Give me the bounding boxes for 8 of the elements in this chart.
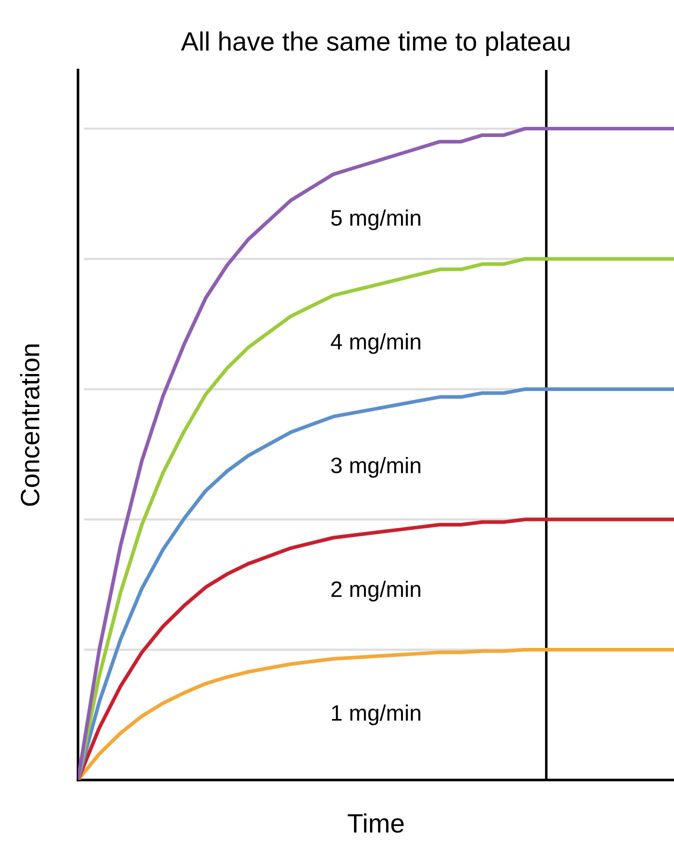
series-label: 5 mg/min	[331, 209, 420, 230]
x-axis-title: Time	[348, 813, 404, 833]
series-label: 3 mg/min	[331, 456, 420, 478]
text: 1 mg/min	[332, 704, 420, 726]
series-label: 4 mg/min	[330, 333, 420, 354]
y-axis-title: Concentration	[20, 344, 40, 506]
series-label: 2 mg/min	[331, 580, 420, 602]
chart-title: All have the same time to plateau	[180, 31, 570, 56]
